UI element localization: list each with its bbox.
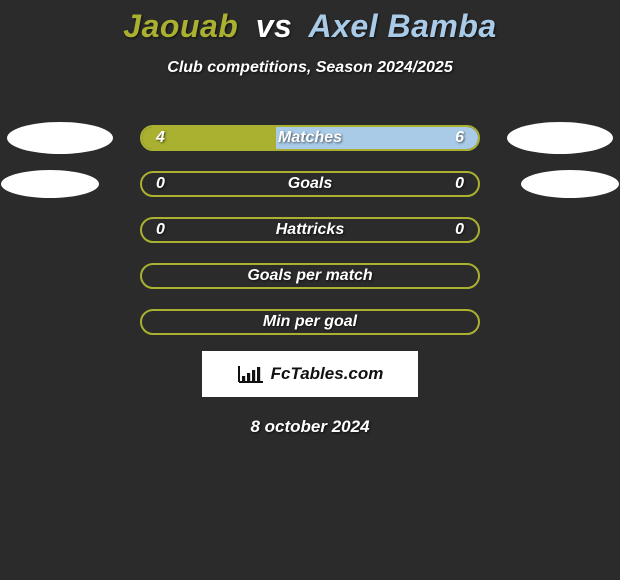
stat-right-value: 6 — [455, 129, 464, 147]
left-marker — [1, 170, 99, 198]
bar-text-layer: Goals per match — [142, 265, 478, 287]
left-marker — [7, 122, 113, 154]
logo: FcTables.com — [237, 364, 384, 384]
bar-text-layer: 0Goals0 — [142, 173, 478, 195]
stat-bar: 0Hattricks0 — [140, 217, 480, 243]
bar-text-layer: 4Matches6 — [142, 127, 478, 149]
stat-right-value: 0 — [455, 175, 464, 193]
bar-text-layer: Min per goal — [142, 311, 478, 333]
stat-row: Goals per match — [0, 263, 620, 289]
stat-label: Goals — [142, 175, 478, 193]
stat-bar: 0Goals0 — [140, 171, 480, 197]
page-title: Jaouab vs Axel Bamba — [0, 8, 620, 45]
player1-name: Jaouab — [123, 8, 238, 44]
stat-row: 4Matches6 — [0, 125, 620, 151]
stat-bar: 4Matches6 — [140, 125, 480, 151]
logo-box: FcTables.com — [202, 351, 418, 397]
comparison-card: Jaouab vs Axel Bamba Club competitions, … — [0, 0, 620, 437]
right-marker — [521, 170, 619, 198]
stat-left-value: 4 — [156, 129, 165, 147]
player2-name: Axel Bamba — [309, 8, 497, 44]
subtitle: Club competitions, Season 2024/2025 — [0, 59, 620, 77]
stat-label: Matches — [142, 129, 478, 147]
barchart-icon — [237, 364, 265, 384]
vs-label: vs — [256, 8, 293, 44]
logo-text: FcTables.com — [271, 364, 384, 384]
right-marker — [507, 122, 613, 154]
date-label: 8 october 2024 — [0, 417, 620, 437]
stat-left-value: 0 — [156, 221, 165, 239]
stat-label: Min per goal — [142, 313, 478, 331]
stat-right-value: 0 — [455, 221, 464, 239]
stat-label: Goals per match — [142, 267, 478, 285]
bar-text-layer: 0Hattricks0 — [142, 219, 478, 241]
stat-bar: Min per goal — [140, 309, 480, 335]
stat-row: 0Hattricks0 — [0, 217, 620, 243]
stat-bar: Goals per match — [140, 263, 480, 289]
stats-section: 4Matches60Goals00Hattricks0Goals per mat… — [0, 125, 620, 335]
stat-left-value: 0 — [156, 175, 165, 193]
stat-row: 0Goals0 — [0, 171, 620, 197]
stat-label: Hattricks — [142, 221, 478, 239]
stat-row: Min per goal — [0, 309, 620, 335]
